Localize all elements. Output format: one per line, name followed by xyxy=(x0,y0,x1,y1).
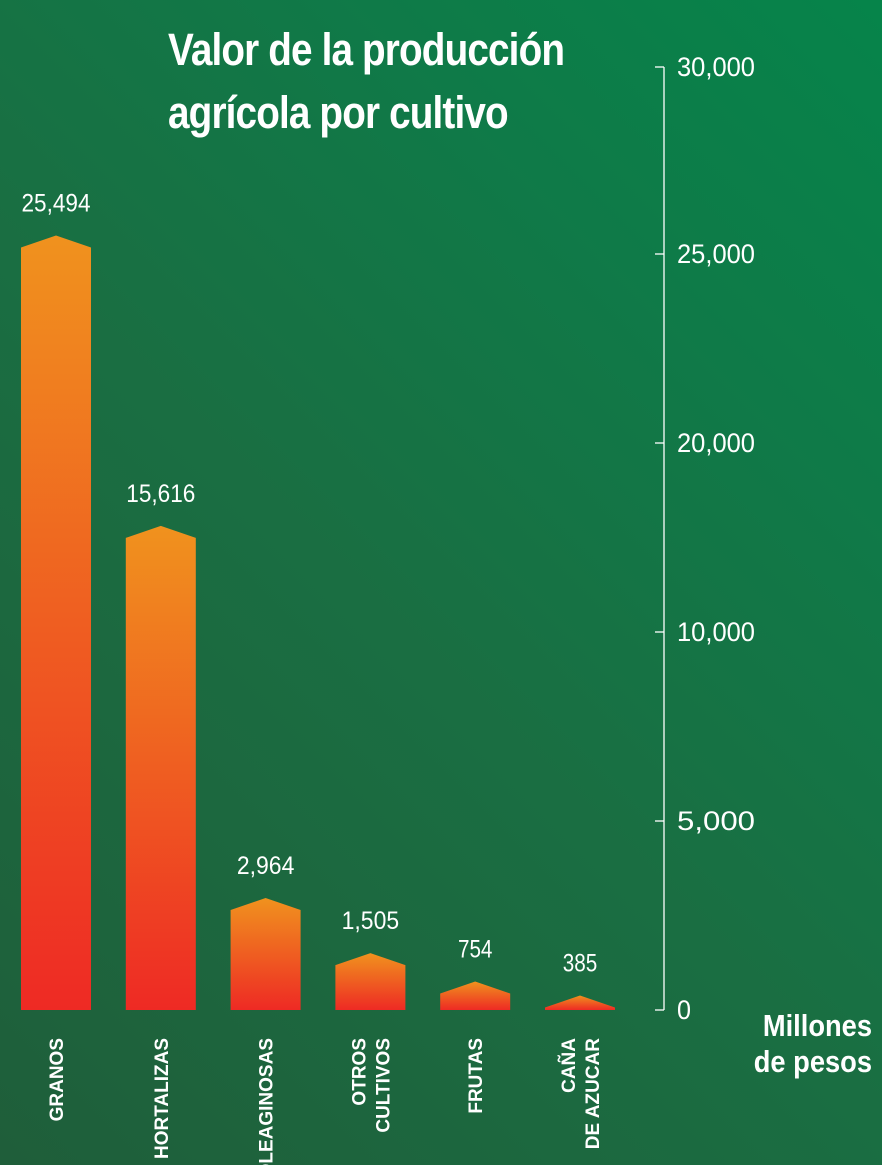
category-label: OTROS xyxy=(349,1038,370,1106)
y-axis: 0 5,000 10,000 20,000 25,000 30,000 xyxy=(655,52,755,1025)
category-label: CAÑA xyxy=(558,1038,580,1093)
y-tick-label: 30,000 xyxy=(677,52,755,82)
chart-title-line-2: agrícola por cultivo xyxy=(168,87,509,138)
bar-value-label: 15,616 xyxy=(126,480,195,508)
y-tick-label: 25,000 xyxy=(677,239,755,269)
unit-label-line-2: de pesos xyxy=(753,1044,872,1079)
category-label: FRUTAS xyxy=(466,1038,487,1114)
bar xyxy=(230,897,301,1010)
bar-value-label: 754 xyxy=(458,935,493,963)
bar xyxy=(335,953,406,1010)
y-tick-label: 0 xyxy=(677,995,691,1025)
bar-value-label: 1,505 xyxy=(342,907,400,935)
category-label: OLEAGINOSAS xyxy=(257,1038,278,1165)
bar xyxy=(21,235,91,1010)
category-label: DE AZUCAR xyxy=(583,1038,604,1149)
bar-value-label: 385 xyxy=(563,949,598,977)
bar xyxy=(545,995,615,1010)
unit-label: Millones de pesos xyxy=(731,1008,872,1080)
bar xyxy=(440,981,511,1010)
category-label: GRANOS xyxy=(47,1038,68,1121)
chart-title: Valor de la producción agrícola por cult… xyxy=(168,18,565,144)
unit-label-line-1: Millones xyxy=(762,1008,872,1043)
y-tick-label: 5,000 xyxy=(677,806,755,836)
bar-value-label: 2,964 xyxy=(237,852,295,880)
bar-value-label: 25,494 xyxy=(22,190,91,218)
category-label: HORTALIZAS xyxy=(152,1038,173,1159)
bar xyxy=(125,525,196,1010)
category-label: CULTIVOS xyxy=(373,1038,394,1133)
y-tick-label: 20,000 xyxy=(677,428,755,458)
y-tick-label: 10,000 xyxy=(677,617,755,647)
chart-title-line-1: Valor de la producción xyxy=(168,24,565,75)
bar-group: 25,494 GRANOS 15,616 HORTALIZAS 2,964 OLEAGIN… xyxy=(21,190,615,1165)
